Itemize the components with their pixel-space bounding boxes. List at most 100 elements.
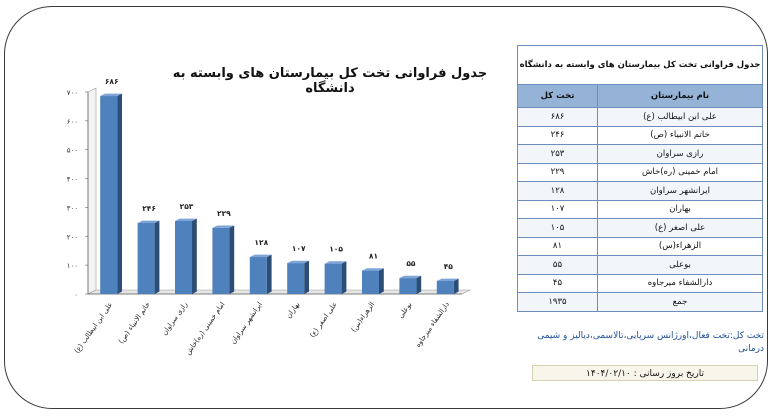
bar [100, 96, 118, 294]
hospital-name-cell: جمع [597, 292, 763, 312]
total-beds-cell: ۵۵ [517, 255, 598, 275]
bar [324, 263, 342, 294]
bar-side [379, 268, 384, 294]
total-beds-cell: ۸۱ [517, 236, 598, 256]
category-label: رازی سراوان [160, 301, 189, 337]
data-label: ۴۵ [444, 262, 454, 271]
hospital-name-cell: امام خمینی (ره)خاش [597, 162, 763, 182]
data-label: ۵۵ [406, 259, 416, 268]
data-label: ۲۴۶ [142, 204, 156, 213]
hospital-name-cell: دارالشفاء میرجاوه [597, 273, 763, 293]
y-tick-label: ۰ [74, 291, 78, 299]
total-beds-cell: ۱۹۳۵ [517, 292, 598, 312]
hospital-name-cell: رازی سراوان [597, 144, 763, 164]
data-label: ۶۸۶ [105, 77, 119, 86]
table-row: الزهراء(س) ۸۱ [517, 236, 763, 256]
update-date: تاریخ بروز رسانی : ۱۴۰۴/۰۲/۱۰ [532, 365, 758, 381]
data-label: ۱۰۵ [329, 245, 343, 254]
bar-side [304, 260, 309, 294]
total-beds-cell: ۱۲۸ [517, 181, 598, 201]
y-tick-label: ۵۰۰ [67, 147, 78, 155]
bar-side [229, 225, 235, 294]
category-label: دارالشفاء میرجاوه [414, 301, 451, 349]
hospital-name-cell: الزهراء(س) [597, 236, 763, 256]
y-tick-label: ۲۰۰ [67, 233, 78, 241]
category-label: ایرانشهر سراوان [229, 301, 264, 346]
total-beds-cell: ۲۵۳ [517, 144, 598, 164]
table-row: دارالشفاء میرجاوه ۴۵ [517, 273, 763, 293]
bar-side [154, 220, 160, 294]
bar-side [192, 218, 197, 294]
bar [399, 278, 417, 294]
table-row: جمع ۱۹۳۵ [517, 292, 763, 312]
y-tick-label: ۷۰۰ [67, 89, 78, 97]
total-beds-cell: ۲۲۹ [517, 162, 598, 182]
table-row: ایرانشهر سراوان ۱۲۸ [517, 181, 763, 201]
table-row: امام خمینی (ره)خاش ۲۲۹ [517, 162, 763, 182]
bar [137, 223, 155, 294]
category-label: بهاران [285, 301, 302, 320]
total-beds-cell: ۱۰۵ [517, 218, 598, 238]
bar [362, 270, 379, 294]
hospital-name-cell: بوعلی [597, 255, 763, 275]
hospital-name-cell: ایرانشهر سراوان [597, 181, 763, 201]
bar-side [117, 93, 122, 294]
total-beds-cell: ۲۴۶ [517, 125, 598, 145]
category-label: علی ابن ابیطالب (ع) [73, 301, 114, 355]
bar-top [175, 218, 197, 221]
hospital-name-cell: خاتم الانبیاء (ص) [597, 125, 763, 145]
table-row: بوعلی ۵۵ [517, 255, 763, 275]
table-row: خاتم الانبیاء (ص) ۲۴۶ [517, 125, 763, 145]
table-row: رازی سراوان ۲۵۳ [517, 144, 763, 164]
chart-side-wall [87, 87, 97, 295]
table-row: علی اصغر (ع) ۱۰۵ [517, 218, 763, 238]
category-label: خاتم الانبیاء (ص) [117, 301, 152, 346]
y-tick-label: ۱۰۰ [67, 262, 78, 270]
bar-top [324, 261, 347, 264]
data-label: ۲۵۳ [180, 202, 194, 211]
bar-side [453, 278, 459, 294]
y-tick-label: ۳۰۰ [67, 204, 78, 212]
bar [175, 220, 192, 294]
bar [212, 227, 230, 294]
category-label: بوعلی [397, 301, 414, 320]
data-label: ۱۲۸ [254, 238, 268, 247]
header-total-beds: تخت کل [517, 84, 598, 108]
beds-definition-note: تخت کل:تخت فعال،اورژانس سرپایی،تالاسمی،د… [537, 331, 764, 354]
bar-top [137, 220, 160, 224]
bar [287, 263, 305, 294]
table-row: بهاران ۱۰۷ [517, 199, 763, 219]
category-label: علی اصغر (ع) [308, 301, 338, 340]
bar-side [416, 275, 422, 294]
total-beds-cell: ۱۰۷ [517, 199, 598, 219]
hospital-name-cell: علی اصغر (ع) [597, 218, 763, 238]
total-beds-cell: ۶۸۶ [517, 107, 598, 127]
bar-top [249, 254, 272, 258]
hospital-name-cell: علی ابن ابیطالب (ع) [597, 107, 763, 127]
data-label: ۲۲۹ [217, 209, 231, 218]
bar-top [436, 278, 459, 282]
header-hospital-name: نام بیمارستان [597, 84, 763, 108]
bar-top [399, 275, 422, 279]
hospital-name-cell: بهاران [597, 199, 763, 219]
y-tick-label: ۶۰۰ [67, 118, 78, 126]
y-tick-label: ۴۰۰ [67, 176, 78, 184]
chart-title: جدول فراوانی تخت کل بیمارستان های وابسته… [172, 66, 488, 96]
data-label: ۸۱ [369, 252, 378, 261]
bar [249, 257, 267, 294]
bar-side [341, 261, 347, 294]
bar-side [266, 254, 272, 294]
category-label: الزهراء(س) [350, 301, 377, 334]
category-label: امام خمینی (ره)خاش [184, 301, 226, 357]
bar-top [362, 268, 384, 271]
bar [436, 281, 454, 294]
beds-table: جدول فراوانی تخت کل بیمارستان های وابسته… [517, 45, 763, 312]
bar-top [100, 93, 122, 97]
table-caption: جدول فراوانی تخت کل بیمارستان های وابسته… [517, 45, 763, 85]
table-row: علی ابن ابیطالب (ع) ۶۸۶ [517, 107, 763, 127]
bar-top [212, 225, 235, 228]
data-label: ۱۰۷ [292, 244, 306, 253]
bar-top [287, 260, 309, 264]
total-beds-cell: ۴۵ [517, 273, 598, 293]
